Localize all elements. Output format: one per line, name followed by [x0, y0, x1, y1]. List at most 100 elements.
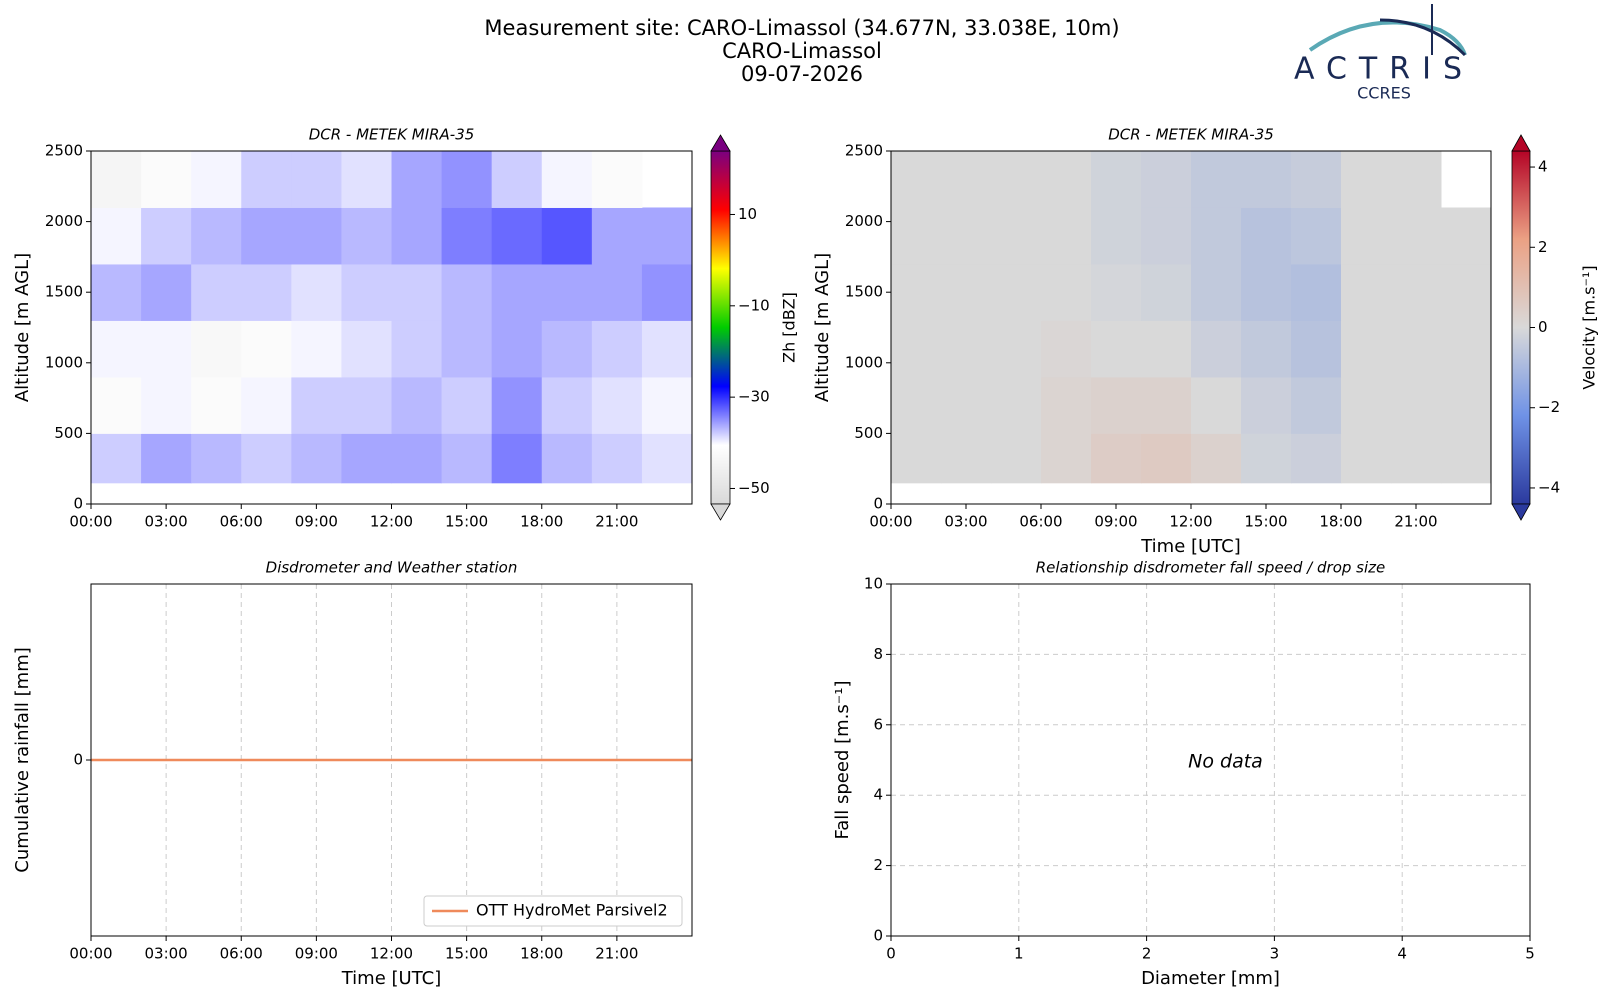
x-tick-label: 21:00 [595, 945, 638, 963]
heatmap-cell [91, 207, 142, 265]
heatmap-cell [1441, 433, 1491, 484]
y-tick-label: 0 [873, 927, 883, 945]
heatmap-cell [1341, 376, 1392, 434]
heatmap-cell [591, 433, 643, 484]
heatmap-cell [1191, 376, 1242, 434]
heatmap-cell [141, 207, 192, 265]
y-tick-label: 500 [854, 424, 883, 442]
logo-arc [1308, 20, 1467, 56]
heatmap-cell [391, 207, 443, 265]
heatmap-cell [941, 207, 992, 265]
heatmap-cell [1341, 433, 1392, 484]
heatmap-cell [141, 376, 192, 434]
heatmap-cell [241, 320, 292, 378]
heatmap-cell [591, 207, 643, 265]
heatmap-cell [191, 376, 242, 434]
heatmap-cell [1341, 263, 1392, 321]
heatmap-cell [391, 433, 443, 484]
heatmap-cell [391, 263, 443, 321]
x-tick-label: 15:00 [445, 513, 488, 531]
y-axis-label: Fall speed [m.s⁻¹] [832, 681, 853, 840]
heatmap-cell [541, 263, 593, 321]
heatmap-cell [541, 376, 593, 434]
y-tick-label: 0 [73, 751, 83, 769]
heatmap-cell [591, 151, 643, 208]
heatmap-cell [891, 207, 942, 265]
heatmap-cell [991, 151, 1042, 208]
heatmap-cell [1391, 207, 1442, 265]
heatmap-cell [341, 151, 392, 208]
heatmap-cell [1041, 207, 1092, 265]
x-tick-label: 03:00 [944, 513, 987, 531]
heatmap-cell [291, 376, 342, 434]
heatmap-cell [1091, 263, 1142, 321]
heatmap-cell [391, 151, 443, 208]
x-tick-label: 21:00 [595, 513, 638, 531]
heatmap-cell [1391, 320, 1442, 378]
heatmap-cell [541, 151, 593, 208]
heatmap-cell [441, 320, 493, 378]
y-tick-label: 1000 [845, 353, 883, 371]
heatmap-cell [1441, 376, 1491, 434]
heatmap-cell [891, 151, 942, 208]
y-tick-label: 0 [873, 495, 883, 513]
heatmap-cell [491, 376, 543, 434]
colorbar-tick-label: −50 [738, 479, 770, 497]
heatmap-cell [1291, 263, 1342, 321]
heatmap-cell [1341, 207, 1392, 265]
heatmap-cell [491, 433, 543, 484]
colorbar-extend [1511, 134, 1531, 152]
heatmap-cell [341, 433, 392, 484]
heatmap-cell [291, 207, 342, 265]
x-axis-label: Time [UTC] [1140, 536, 1241, 557]
axes-frame [90, 583, 693, 937]
heatmap-cell [891, 320, 942, 378]
heatmap-cell [1141, 376, 1192, 434]
heatmap-cell [991, 207, 1042, 265]
heatmap-cell [1041, 433, 1092, 484]
y-tick-label: 1500 [45, 283, 83, 301]
x-tick-label: 00:00 [69, 945, 112, 963]
heatmap-cell [291, 320, 342, 378]
heatmap-cell [191, 207, 242, 265]
panel: DCR - METEK MIRA-35 −4 −2 0 2 4 Velocity [m.s⁻… [812, 126, 1599, 558]
heatmap-cell [1391, 263, 1442, 321]
x-tick-label: 06:00 [220, 945, 263, 963]
heatmap-cell [941, 151, 992, 208]
panel-title: DCR - METEK MIRA-35 [1108, 126, 1274, 144]
x-tick-label: 4 [1397, 945, 1407, 963]
panel: Relationship disdrometer fall speed / dr… [832, 559, 1535, 990]
x-tick-label: 00:00 [869, 513, 912, 531]
y-tick-label: 2000 [845, 212, 883, 230]
heatmap-cell [1191, 433, 1242, 484]
heatmap-cell [591, 263, 643, 321]
y-tick-label: 2500 [45, 142, 83, 160]
heatmap-cell [1291, 320, 1342, 378]
header-site: CARO-Limassol [722, 39, 882, 63]
logo-subtitle: CCRES [1357, 84, 1411, 103]
heatmap-cell [191, 320, 242, 378]
x-axis-label: Time [UTC] [341, 968, 442, 989]
panel: Disdrometer and Weather station 00:00 03:0… [12, 559, 693, 989]
y-tick-label: 2000 [45, 212, 83, 230]
heatmap-cell [341, 263, 392, 321]
x-tick-label: 21:00 [1394, 513, 1437, 531]
heatmap-cell [1241, 207, 1292, 265]
heatmap-cell [1141, 263, 1192, 321]
colorbar [710, 150, 731, 505]
heatmap-cell [441, 433, 493, 484]
heatmap-cell [991, 433, 1042, 484]
heatmap-cell [1091, 207, 1142, 265]
heatmap-cell [191, 263, 242, 321]
heatmap-cell [91, 151, 142, 208]
heatmap-cell [1141, 151, 1192, 208]
heatmap-cell [141, 151, 192, 208]
heatmap-cell [1141, 320, 1192, 378]
heatmap-cell [291, 433, 342, 484]
header-title: Measurement site: CARO-Limassol (34.677N… [484, 16, 1119, 40]
colorbar-tick-label: 4 [1538, 158, 1548, 176]
y-tick-label: 1000 [45, 353, 83, 371]
y-tick-label: 2500 [845, 142, 883, 160]
heatmap-cell [1441, 263, 1491, 321]
